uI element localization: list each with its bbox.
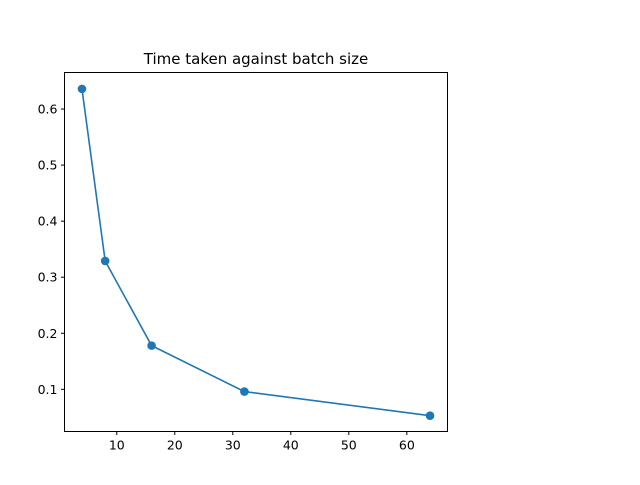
data-series xyxy=(77,84,435,420)
x-tick-label: 30 xyxy=(225,438,241,453)
x-axis-ticks: 10 20 30 40 50 60 xyxy=(109,431,415,453)
data-point xyxy=(100,256,110,266)
y-tick-label: 0.6 xyxy=(38,102,58,117)
y-tick-label: 0.4 xyxy=(38,214,58,229)
data-point xyxy=(77,84,87,94)
series-line xyxy=(81,88,431,417)
x-tick-label: 50 xyxy=(341,438,357,453)
data-point xyxy=(147,341,156,350)
data-point xyxy=(425,411,435,420)
y-axis-ticks: 0.1 0.2 0.3 0.4 0.5 0.6 xyxy=(38,102,65,397)
x-tick-label: 20 xyxy=(167,438,183,453)
x-tick-label: 40 xyxy=(283,438,299,453)
x-tick-label: 10 xyxy=(109,438,125,453)
y-tick-label: 0.1 xyxy=(38,382,58,397)
y-tick-label: 0.2 xyxy=(38,326,58,341)
y-tick-label: 0.3 xyxy=(38,270,58,285)
plot-area-frame xyxy=(64,72,448,432)
x-tick-label: 60 xyxy=(399,438,415,453)
data-point xyxy=(240,387,249,396)
chart-title: Time taken against batch size xyxy=(143,50,368,68)
y-tick-label: 0.5 xyxy=(38,158,58,173)
